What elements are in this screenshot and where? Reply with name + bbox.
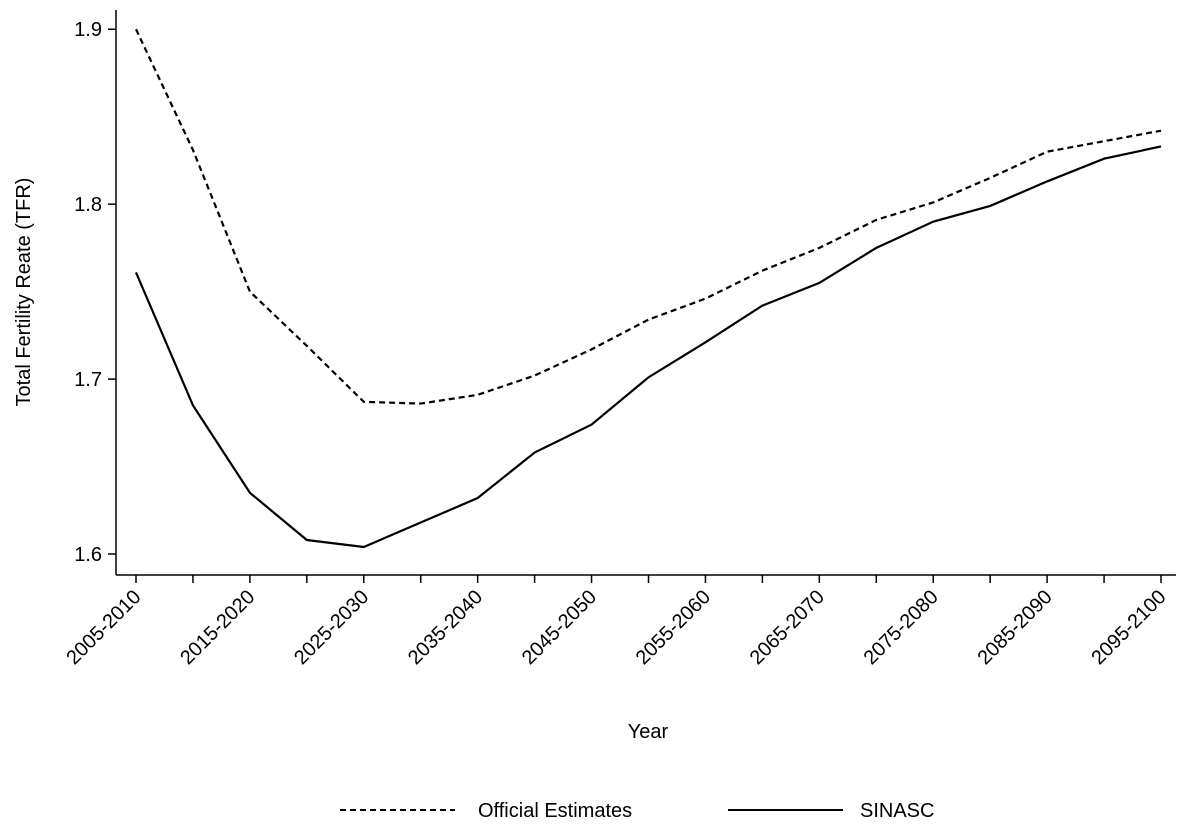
x-tick-label: 2005-2010 [62,586,145,669]
y-tick-label: 1.9 [74,19,102,41]
x-tick-label: 2075-2080 [860,586,943,669]
y-axis-label: Total Fertility Reate (TFR) [13,178,35,407]
x-tick-label: 2085-2090 [973,586,1056,669]
x-tick-label: 2055-2060 [632,586,715,669]
x-tick-label: 2095-2100 [1087,586,1170,669]
x-tick-label: 2045-2050 [518,586,601,669]
x-axis-label: Year [628,721,669,743]
x-tick-label: 2025-2030 [290,586,373,669]
y-tick-label: 1.8 [74,194,102,216]
legend-label: SINASC [860,800,934,822]
x-tick-label: 2065-2070 [746,586,829,669]
data-line [135,28,1162,405]
data-line [134,145,1162,549]
y-tick-label: 1.7 [74,369,102,391]
y-tick-label: 1.6 [74,544,102,566]
x-tick-label: 2015-2020 [176,586,259,669]
x-tick-label: 2035-2040 [404,586,487,669]
legend-label: Official Estimates [478,800,632,822]
